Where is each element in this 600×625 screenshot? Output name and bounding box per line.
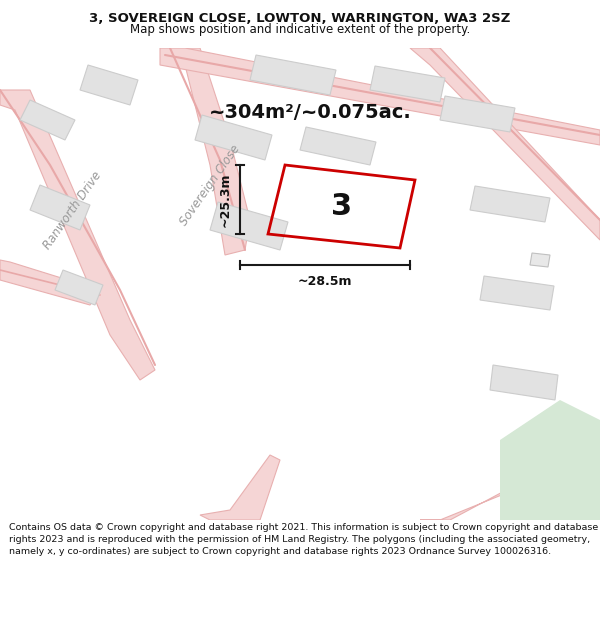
Polygon shape (440, 96, 515, 132)
Text: Map shows position and indicative extent of the property.: Map shows position and indicative extent… (130, 23, 470, 36)
Polygon shape (250, 55, 336, 95)
Polygon shape (480, 276, 554, 310)
Polygon shape (300, 127, 376, 165)
Polygon shape (20, 100, 75, 140)
Polygon shape (80, 65, 138, 105)
Polygon shape (210, 202, 288, 250)
Polygon shape (30, 185, 90, 230)
Polygon shape (0, 90, 155, 380)
Polygon shape (490, 365, 558, 400)
Text: ~25.3m: ~25.3m (219, 173, 232, 227)
Polygon shape (55, 270, 103, 305)
Text: ~28.5m: ~28.5m (298, 275, 352, 288)
Polygon shape (160, 48, 600, 145)
Text: Contains OS data © Crown copyright and database right 2021. This information is : Contains OS data © Crown copyright and d… (9, 523, 598, 556)
Polygon shape (370, 66, 445, 102)
Polygon shape (200, 455, 280, 520)
Text: 3: 3 (331, 192, 353, 221)
Text: ~304m²/~0.075ac.: ~304m²/~0.075ac. (209, 102, 412, 121)
Polygon shape (500, 400, 600, 520)
Text: Ranworth Drive: Ranworth Drive (40, 169, 104, 251)
Polygon shape (470, 186, 550, 222)
Polygon shape (420, 440, 600, 520)
Polygon shape (0, 260, 100, 305)
Polygon shape (530, 253, 550, 267)
Polygon shape (410, 48, 600, 240)
Polygon shape (195, 115, 272, 160)
Text: 3, SOVEREIGN CLOSE, LOWTON, WARRINGTON, WA3 2SZ: 3, SOVEREIGN CLOSE, LOWTON, WARRINGTON, … (89, 12, 511, 25)
Polygon shape (170, 48, 250, 255)
Text: Sovereign Close: Sovereign Close (178, 142, 242, 228)
